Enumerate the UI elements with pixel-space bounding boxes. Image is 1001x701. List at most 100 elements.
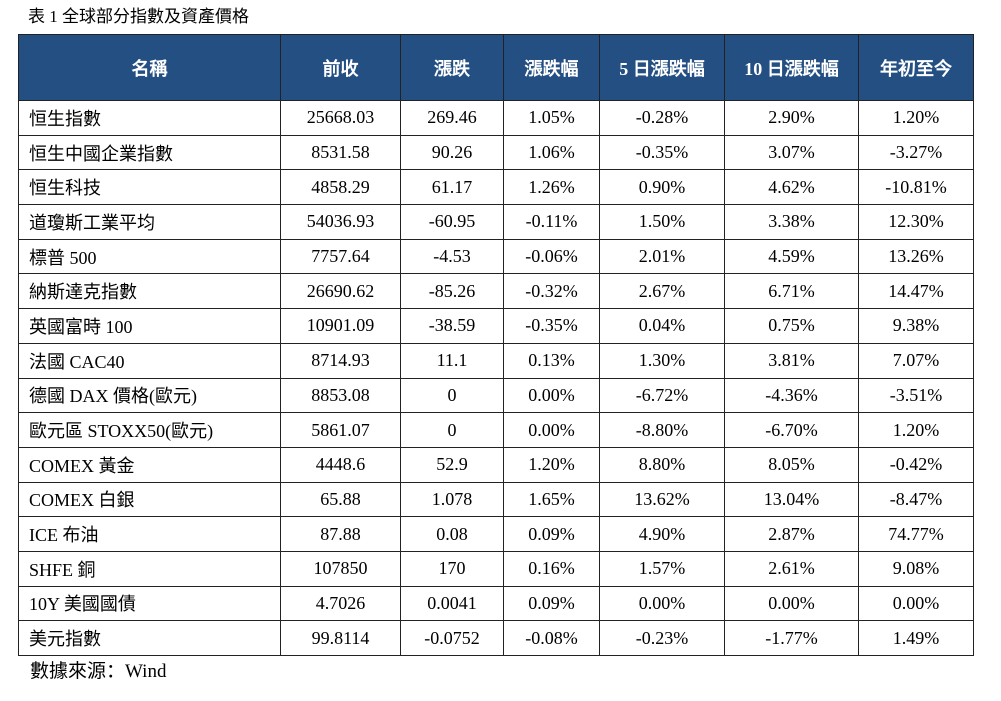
cell-ytd: -0.42% [858,446,974,483]
cell-5d-change: -6.72% [599,377,725,414]
table-row: 恒生指數 25668.03 269.46 1.05% -0.28% 2.90% 1.20% [18,100,974,136]
cell-5d-change: -0.28% [599,100,725,136]
cell-prev-close: 7757.64 [280,238,401,275]
cell-prev-close: 4.7026 [280,585,401,622]
table-row: ICE 布油 87.88 0.08 0.09% 4.90% 2.87% 74.77% [18,516,974,552]
cell-5d-change: 8.80% [599,446,725,483]
cell-5d-change: -8.80% [599,412,725,448]
cell-name: 恒生指數 [18,100,281,136]
cell-prev-close: 26690.62 [280,273,401,310]
cell-name: 美元指數 [18,620,281,656]
cell-name: 恒生科技 [18,169,281,206]
cell-ytd: 12.30% [858,204,974,240]
cell-10d-change: 0.75% [724,308,859,344]
table-row: 美元指數 99.8114 -0.0752 -0.08% -0.23% -1.77% 1.49… [18,620,974,656]
cell-change: -38.59 [400,308,504,344]
cell-prev-close: 54036.93 [280,204,401,240]
cell-change-pct: 1.05% [503,100,600,136]
cell-change-pct: 0.09% [503,585,600,622]
cell-10d-change: 13.04% [724,481,859,518]
cell-name: COMEX 黃金 [18,446,281,483]
cell-name: SHFE 銅 [18,550,281,587]
column-header-change: 漲跌 [400,34,504,101]
table-body: 恒生指數 25668.03 269.46 1.05% -0.28% 2.90% 1.20% 恒… [18,100,974,656]
cell-prev-close: 10901.09 [280,308,401,344]
cell-name: 恒生中國企業指數 [18,134,281,171]
cell-10d-change: 3.81% [724,342,859,379]
column-header-10d-change: 10 日漲跌幅 [724,34,859,101]
table-row: 納斯達克指數 26690.62 -85.26 -0.32% 2.67% 6.71% 14.4… [18,273,974,310]
table-row: 恒生中國企業指數 8531.58 90.26 1.06% -0.35% 3.07% -3.2… [18,134,974,171]
cell-change-pct: -0.11% [503,204,600,240]
cell-name: COMEX 白銀 [18,481,281,518]
cell-change: -60.95 [400,204,504,240]
cell-name: 10Y 美國國債 [18,585,281,622]
table-row: 10Y 美國國債 4.7026 0.0041 0.09% 0.00% 0.00% 0.00% [18,585,974,622]
cell-change: 61.17 [400,169,504,206]
cell-ytd: 14.47% [858,273,974,310]
cell-10d-change: 3.38% [724,204,859,240]
cell-ytd: 74.77% [858,516,974,552]
cell-ytd: -3.27% [858,134,974,171]
cell-ytd: -8.47% [858,481,974,518]
cell-prev-close: 8531.58 [280,134,401,171]
table-row: COMEX 黃金 4448.6 52.9 1.20% 8.80% 8.05% -0.42% [18,446,974,483]
table-header-row: 名稱 前收 漲跌 漲跌幅 5 日漲跌幅 10 日漲跌幅 年初至今 [18,34,974,101]
table-caption: 表 1 全球部分指數及資產價格 [28,7,249,26]
cell-change-pct: 0.00% [503,412,600,448]
cell-change: 90.26 [400,134,504,171]
cell-prev-close: 107850 [280,550,401,587]
column-header-ytd: 年初至今 [858,34,974,101]
cell-5d-change: 0.04% [599,308,725,344]
column-header-prev-close: 前收 [280,34,401,101]
table-row: 道瓊斯工業平均 54036.93 -60.95 -0.11% 1.50% 3.38% 12.… [18,204,974,240]
cell-ytd: 1.20% [858,100,974,136]
cell-prev-close: 8853.08 [280,377,401,414]
cell-change: 0.08 [400,516,504,552]
column-header-name: 名稱 [18,34,281,101]
data-source-note: 數據來源：Wind [30,661,167,682]
cell-5d-change: 2.67% [599,273,725,310]
cell-change-pct: -0.32% [503,273,600,310]
cell-change: -85.26 [400,273,504,310]
cell-5d-change: 1.57% [599,550,725,587]
column-header-5d-change: 5 日漲跌幅 [599,34,725,101]
cell-change: 0.0041 [400,585,504,622]
cell-5d-change: 2.01% [599,238,725,275]
cell-ytd: 1.20% [858,412,974,448]
cell-10d-change: 0.00% [724,585,859,622]
cell-prev-close: 4448.6 [280,446,401,483]
cell-change-pct: 0.13% [503,342,600,379]
cell-change: 170 [400,550,504,587]
cell-name: 道瓊斯工業平均 [18,204,281,240]
cell-10d-change: -4.36% [724,377,859,414]
cell-name: 歐元區 STOXX50(歐元) [18,412,281,448]
cell-5d-change: -0.35% [599,134,725,171]
table-row: SHFE 銅 107850 170 0.16% 1.57% 2.61% 9.08% [18,550,974,587]
cell-change: -0.0752 [400,620,504,656]
cell-prev-close: 99.8114 [280,620,401,656]
cell-ytd: 0.00% [858,585,974,622]
cell-5d-change: 1.30% [599,342,725,379]
cell-prev-close: 4858.29 [280,169,401,206]
cell-10d-change: 6.71% [724,273,859,310]
cell-change-pct: 1.26% [503,169,600,206]
cell-change: 11.1 [400,342,504,379]
cell-10d-change: 2.61% [724,550,859,587]
cell-ytd: 1.49% [858,620,974,656]
cell-10d-change: 2.90% [724,100,859,136]
table-row: 英國富時 100 10901.09 -38.59 -0.35% 0.04% 0.75% 9.… [18,308,974,344]
cell-prev-close: 5861.07 [280,412,401,448]
cell-change-pct: 0.00% [503,377,600,414]
cell-name: ICE 布油 [18,516,281,552]
cell-5d-change: -0.23% [599,620,725,656]
cell-change-pct: -0.08% [503,620,600,656]
cell-10d-change: 3.07% [724,134,859,171]
cell-5d-change: 1.50% [599,204,725,240]
cell-change-pct: 1.06% [503,134,600,171]
cell-name: 德國 DAX 價格(歐元) [18,377,281,414]
cell-ytd: 13.26% [858,238,974,275]
cell-change: -4.53 [400,238,504,275]
table-row: 法國 CAC40 8714.93 11.1 0.13% 1.30% 3.81% 7.07% [18,342,974,379]
cell-prev-close: 25668.03 [280,100,401,136]
